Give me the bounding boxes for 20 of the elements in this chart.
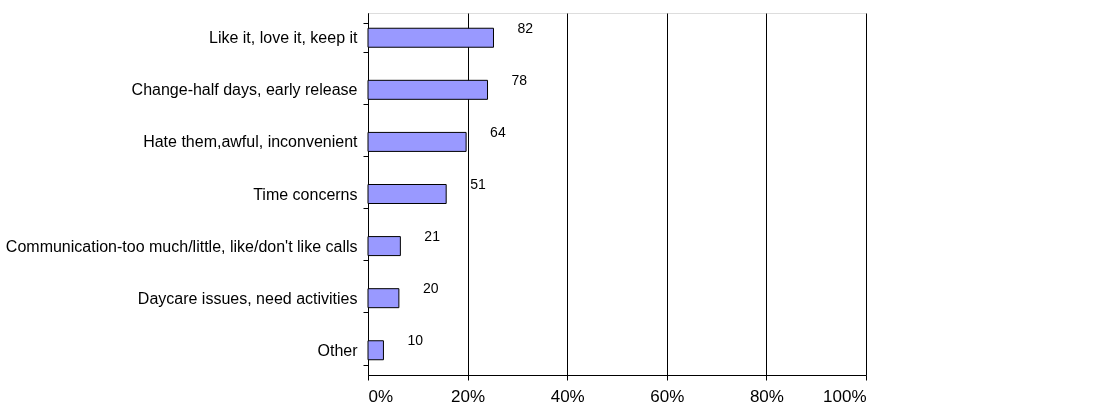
annotation: 78 — [511, 71, 528, 88]
x-tick-label: 40% — [550, 386, 585, 406]
x-tick-label: 60% — [650, 386, 685, 406]
y-tick-label: Hate them,awful, inconvenient — [143, 133, 359, 151]
annotation: 51 — [470, 176, 486, 192]
annotation: 20 — [422, 280, 439, 297]
y-tick-label: Other — [317, 341, 359, 359]
y-tick-label: Time concerns — [253, 185, 358, 203]
annotation: 10 — [407, 332, 424, 349]
x-tick-label: 20% — [451, 386, 486, 406]
y-tick-label: Communication-too much/little, like/don't like calls — [5, 237, 358, 255]
annotation: 82 — [517, 19, 534, 36]
y-tick-label: Change-half days, early release — [131, 81, 358, 99]
annotation: 21 — [424, 228, 441, 245]
x-tick-label: 0% — [368, 386, 394, 406]
x-tick-label: 100% — [823, 386, 867, 406]
annotation: 64 — [490, 123, 506, 140]
y-tick-label: Daycare issues, need activities — [137, 289, 358, 307]
x-tick-label: 80% — [749, 386, 784, 406]
y-tick-label: Like it, love it, keep it — [208, 29, 359, 47]
